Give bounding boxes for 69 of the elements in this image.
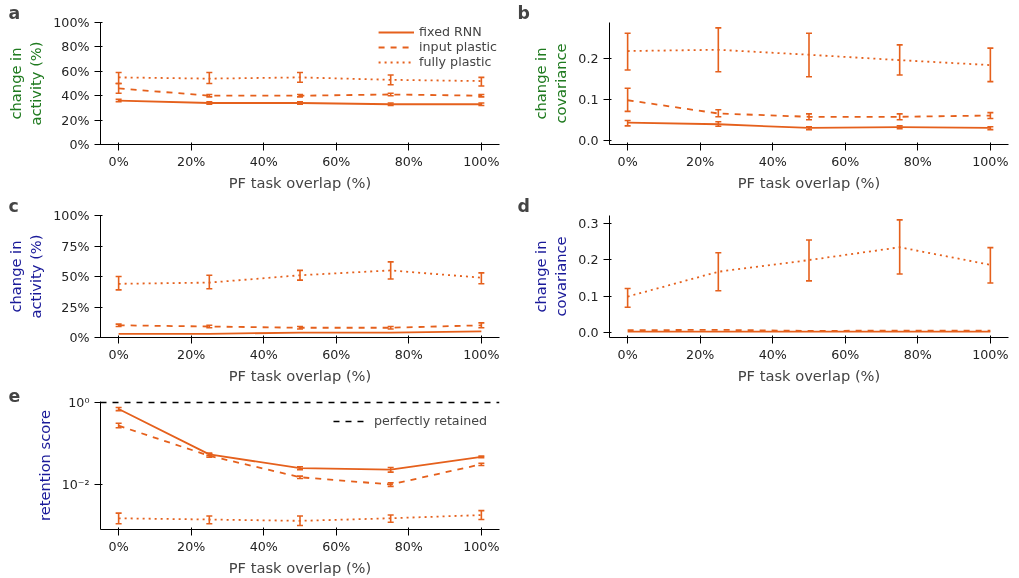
x-tick-label: 0%: [108, 538, 129, 554]
x-axis-title: PF task overlap (%): [228, 366, 372, 384]
y-tick-label: 0.2: [578, 252, 599, 268]
x-tick-label: 40%: [249, 346, 278, 362]
x-tick-label: 20%: [177, 538, 206, 554]
y-axis-title: change in covariance: [531, 236, 570, 317]
y-tick-label: 0.1: [578, 91, 599, 107]
y-tick-label: 20%: [61, 112, 90, 128]
y-tick-label: 10⁻²: [61, 476, 90, 492]
y-tick-label: 10⁰: [68, 394, 90, 410]
x-tick-label: 100%: [463, 153, 500, 169]
x-tick-label: 0%: [617, 153, 638, 169]
x-tick-label: 40%: [249, 153, 278, 169]
y-axis-title: change in activity (%): [6, 234, 45, 319]
legend-label: fixed RNN: [419, 24, 482, 39]
chart-title: d: [517, 195, 530, 216]
y-tick-label: 0.0: [578, 133, 599, 149]
y-tick-label: 0.2: [578, 50, 599, 66]
x-tick-label: 80%: [903, 346, 932, 362]
y-tick-label: 40%: [61, 88, 90, 104]
legend-label: fully plastic: [419, 54, 492, 69]
y-axis-title: change in covariance: [531, 43, 570, 124]
x-tick-label: 0%: [108, 153, 129, 169]
x-tick-label: 20%: [686, 153, 715, 169]
x-tick-label: 20%: [686, 346, 715, 362]
x-tick-label: 100%: [972, 346, 1009, 362]
y-tick-label: 75%: [61, 238, 90, 254]
legend-label: perfectly retained: [373, 413, 487, 428]
x-tick-label: 40%: [249, 538, 278, 554]
y-tick-label: 60%: [61, 63, 90, 79]
x-tick-label: 0%: [108, 346, 129, 362]
y-tick-label: 80%: [61, 39, 90, 55]
x-tick-label: 60%: [322, 538, 351, 554]
y-tick-label: 100%: [53, 15, 90, 30]
x-axis-title: PF task overlap (%): [228, 173, 372, 191]
y-tick-label: 0%: [69, 137, 90, 152]
x-tick-label: 80%: [394, 346, 423, 362]
x-tick-label: 60%: [322, 153, 351, 169]
x-tick-label: 80%: [394, 153, 423, 169]
x-tick-label: 20%: [177, 346, 206, 362]
y-tick-label: 0.0: [578, 325, 599, 341]
x-axis-title: PF task overlap (%): [737, 173, 881, 191]
chart-title: e: [8, 385, 21, 406]
x-tick-label: 40%: [758, 346, 787, 362]
x-tick-label: 100%: [972, 153, 1009, 169]
x-tick-label: 60%: [831, 346, 860, 362]
x-tick-label: 40%: [758, 153, 787, 169]
x-tick-label: 80%: [903, 153, 932, 169]
chart-title: b: [517, 2, 530, 23]
y-tick-label: 50%: [61, 269, 90, 284]
x-tick-label: 100%: [463, 538, 500, 554]
y-tick-label: 0%: [69, 330, 90, 345]
y-axis-title: retention score: [35, 410, 53, 521]
y-tick-label: 0.3: [578, 215, 599, 231]
y-tick-label: 100%: [53, 208, 90, 223]
x-tick-label: 100%: [463, 346, 500, 362]
x-tick-label: 0%: [617, 346, 638, 362]
y-axis-title: change in activity (%): [6, 41, 45, 126]
x-tick-label: 20%: [177, 153, 206, 169]
x-tick-label: 60%: [322, 346, 351, 362]
x-tick-label: 60%: [831, 153, 860, 169]
chart-title: c: [8, 195, 19, 216]
x-tick-label: 80%: [394, 538, 423, 554]
legend-label: input plastic: [419, 39, 497, 54]
y-tick-label: 0.1: [578, 288, 599, 304]
chart-title: a: [8, 2, 21, 23]
x-axis-title: PF task overlap (%): [737, 366, 881, 384]
y-tick-label: 25%: [61, 299, 90, 315]
x-axis-title: PF task overlap (%): [228, 558, 372, 576]
